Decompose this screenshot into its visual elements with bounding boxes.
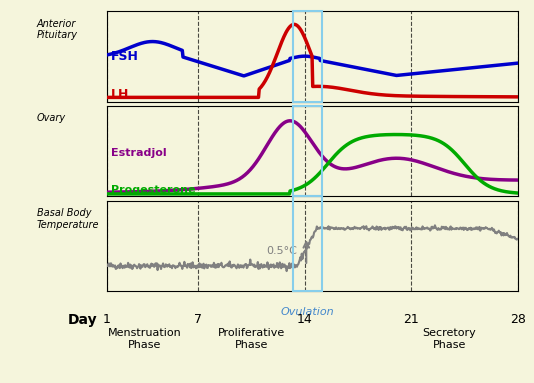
- Text: 14: 14: [297, 313, 312, 326]
- Text: 21: 21: [404, 313, 419, 326]
- Text: Anterior
Pituitary: Anterior Pituitary: [37, 19, 78, 40]
- Text: Basal Body
Temperature: Basal Body Temperature: [37, 208, 99, 230]
- Text: Ovary: Ovary: [37, 113, 66, 123]
- Text: Menstruation
Phase: Menstruation Phase: [108, 328, 182, 350]
- Text: LH: LH: [112, 88, 130, 101]
- Text: FSH: FSH: [112, 50, 139, 63]
- Bar: [293, 11, 321, 101]
- Text: 7: 7: [194, 313, 202, 326]
- Text: Proliferative
Phase: Proliferative Phase: [218, 328, 285, 350]
- Text: 28: 28: [510, 313, 526, 326]
- Text: Ovulation: Ovulation: [280, 307, 334, 317]
- Text: Estradjol: Estradjol: [112, 149, 167, 159]
- Bar: [293, 106, 321, 196]
- Text: Progesterone: Progesterone: [112, 185, 196, 195]
- Text: Day: Day: [68, 313, 97, 327]
- Text: Secretory
Phase: Secretory Phase: [422, 328, 476, 350]
- Text: 0.5°C: 0.5°C: [266, 246, 297, 256]
- Bar: [293, 196, 321, 291]
- Text: 1: 1: [103, 313, 111, 326]
